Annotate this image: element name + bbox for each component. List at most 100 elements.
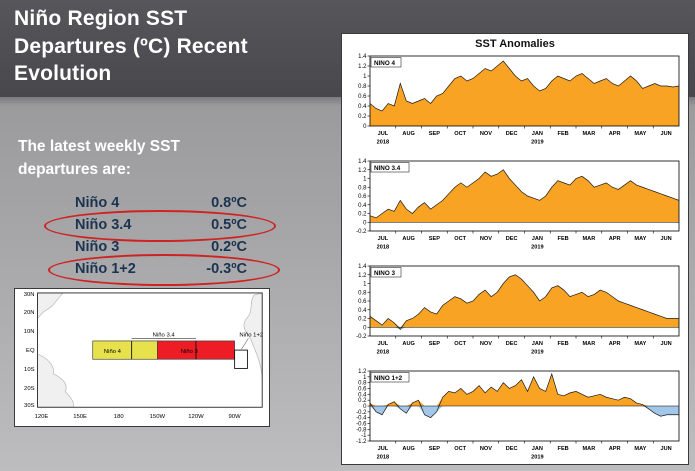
svg-text:MAR: MAR [583,446,596,452]
svg-text:OCT: OCT [454,131,466,137]
region-label: Niño 3 [75,239,120,255]
svg-text:JAN: JAN [532,341,543,347]
sst-anomalies-panel: SST Anomalies 0 0.2 0.4 0.6 0.8 1 1.2 1.4 JUL AUG… [341,33,689,465]
svg-text:0.2: 0.2 [358,212,367,218]
svg-text:MAR: MAR [583,236,596,242]
nino12-map-label: Niño 1+2 [239,332,263,338]
nino4-region-box [92,340,158,360]
lon-label: 150W [150,414,166,420]
svg-text:NOV: NOV [480,341,492,347]
svg-text:2018: 2018 [377,245,389,251]
svg-text:NOV: NOV [480,131,492,137]
svg-text:AUG: AUG [402,131,414,137]
svg-text:JAN: JAN [532,236,543,242]
region-label: Niño 4 [75,195,120,211]
svg-text:NINO 1+2: NINO 1+2 [374,375,403,382]
value-row-nino3: Niño 3 0.2ºC [75,236,247,258]
svg-text:NINO 3: NINO 3 [374,270,395,277]
nino4-anomaly-chart: 0 0.2 0.4 0.6 0.8 1 1.2 1.4 JUL AUG SEP OCT NOV DEC JA… [358,54,680,146]
svg-text:0.4: 0.4 [358,392,367,398]
lat-label: 10S [24,367,35,373]
svg-text:1.2: 1.2 [358,273,367,279]
svg-text:0.8: 0.8 [358,84,367,90]
svg-text:AUG: AUG [402,236,414,242]
value-row-nino34: Niño 3.4 0.5ºC [75,214,247,236]
intro-text: The latest weekly SST departures are: [18,138,180,179]
svg-text:2018: 2018 [377,455,389,461]
svg-text:MAY: MAY [634,341,646,347]
svg-text:JUN: JUN [661,131,672,137]
svg-text:1: 1 [363,74,367,80]
svg-text:0.6: 0.6 [358,94,367,100]
svg-text:0: 0 [363,404,367,410]
svg-text:0.4: 0.4 [358,104,367,110]
svg-text:OCT: OCT [454,236,466,242]
svg-text:0.2: 0.2 [358,398,367,404]
svg-text:0.4: 0.4 [358,203,367,209]
svg-text:MAY: MAY [634,131,646,137]
svg-text:APR: APR [609,446,621,452]
svg-text:0: 0 [363,124,367,130]
svg-text:JUN: JUN [661,446,672,452]
nino12-region-box [234,349,248,369]
landmasses [37,292,263,408]
svg-text:JAN: JAN [532,131,543,137]
svg-text:0.8: 0.8 [358,381,367,387]
svg-text:SEP: SEP [429,341,440,347]
svg-text:NOV: NOV [480,236,492,242]
panel-title: SST Anomalies [475,38,555,50]
svg-text:-0.6: -0.6 [356,422,367,428]
svg-text:JUL: JUL [378,236,389,242]
svg-text:DEC: DEC [506,131,518,137]
svg-text:-0.2: -0.2 [356,334,367,340]
sst-values-list: Niño 4 0.8ºC Niño 3.4 0.5ºC Niño 3 0.2ºC… [75,192,247,280]
svg-text:MAR: MAR [583,341,596,347]
svg-text:1.2: 1.2 [358,168,367,174]
svg-text:1: 1 [363,177,367,183]
value-row-nino4: Niño 4 0.8ºC [75,192,247,214]
lat-label: 20N [24,310,35,316]
nino3-map-label: Niño 3 [181,349,199,355]
svg-text:DEC: DEC [506,446,518,452]
svg-text:1.2: 1.2 [358,64,367,70]
svg-text:2018: 2018 [377,140,389,146]
svg-text:0.8: 0.8 [358,290,367,296]
region-value: 0.2ºC [211,239,247,255]
svg-text:-0.2: -0.2 [356,229,367,235]
svg-text:1: 1 [363,375,367,381]
svg-text:JAN: JAN [532,446,543,452]
value-row-nino12: Niño 1+2 -0.3ºC [75,258,247,280]
nino4-map-label: Niño 4 [104,349,122,355]
lat-label: 10N [24,329,35,335]
svg-text:-1: -1 [361,433,367,439]
svg-text:DEC: DEC [506,341,518,347]
lat-label: 30N [24,292,35,298]
svg-text:MAY: MAY [634,236,646,242]
svg-text:FEB: FEB [558,236,569,242]
svg-text:1.2: 1.2 [358,369,367,375]
svg-text:SEP: SEP [429,236,440,242]
nino-regions-map: 30N 20N 10N EQ 10S 20S 30S 120E 150E 180… [14,288,270,427]
svg-text:SEP: SEP [429,131,440,137]
svg-text:2018: 2018 [377,350,389,356]
svg-text:0.2: 0.2 [358,317,367,323]
svg-text:0.4: 0.4 [358,308,367,314]
lon-label: 180 [114,414,125,420]
svg-text:JUN: JUN [661,236,672,242]
svg-text:JUL: JUL [378,131,389,137]
svg-text:MAY: MAY [634,446,646,452]
svg-text:JUL: JUL [378,341,389,347]
svg-text:2019: 2019 [531,140,543,146]
svg-text:FEB: FEB [558,446,569,452]
lat-label: 30S [24,403,35,409]
region-label: Niño 3.4 [75,217,132,233]
svg-text:0.2: 0.2 [358,114,367,120]
svg-text:1: 1 [363,282,367,288]
svg-text:1.4: 1.4 [358,159,367,165]
svg-text:2019: 2019 [531,350,543,356]
svg-text:0.6: 0.6 [358,387,367,393]
svg-text:-1.2: -1.2 [356,439,367,445]
svg-text:NINO 4: NINO 4 [374,60,395,67]
svg-text:0.6: 0.6 [358,299,367,305]
